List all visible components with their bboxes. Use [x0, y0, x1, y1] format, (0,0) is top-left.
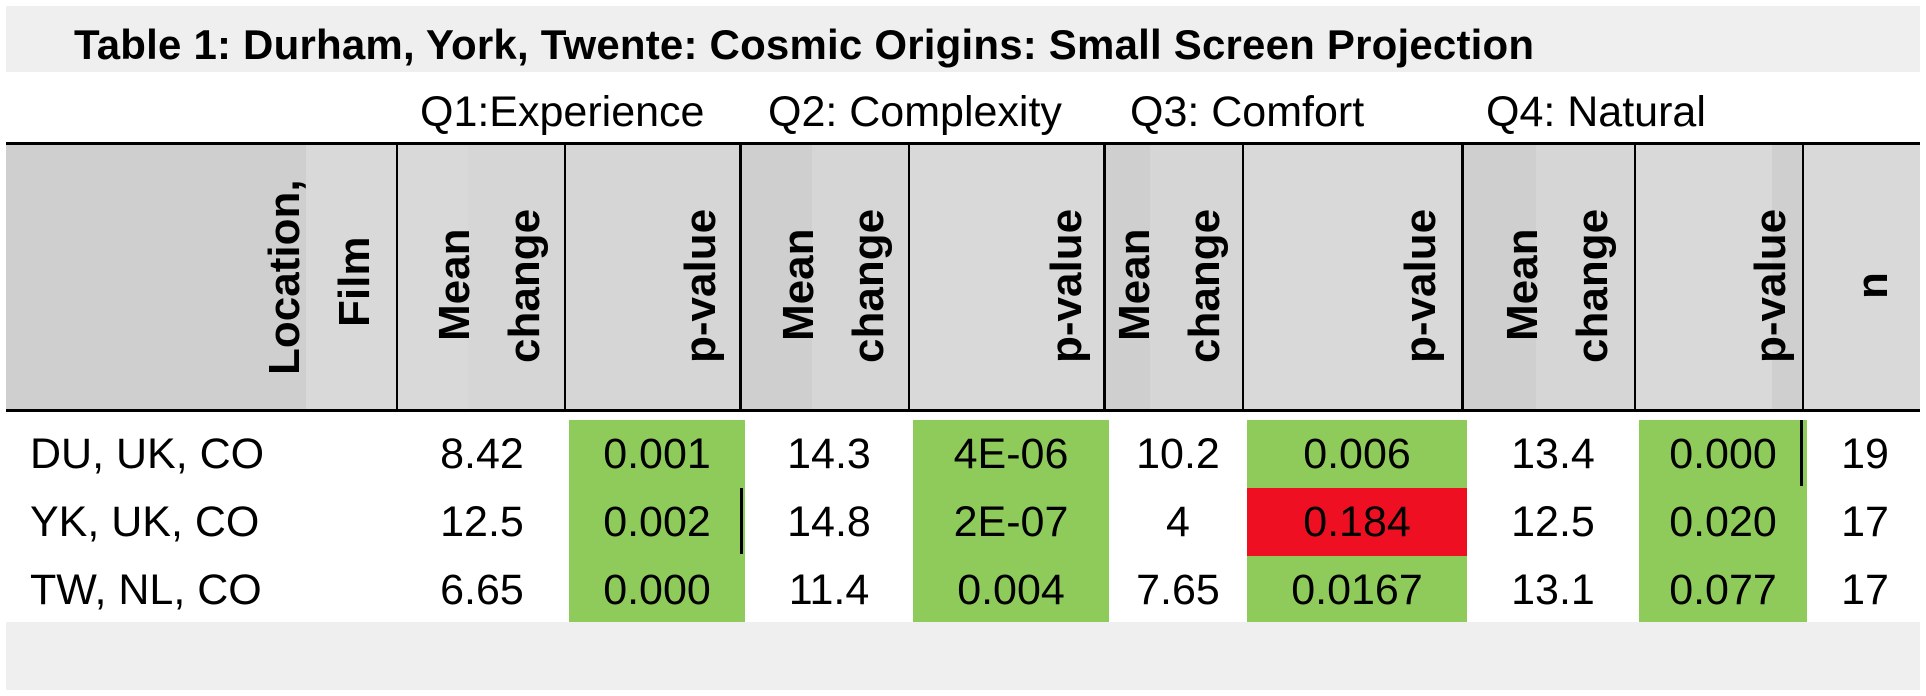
header-q2-pvalue-label: p-value: [1042, 208, 1091, 363]
header-location-line2: Film: [330, 236, 379, 327]
cell-q4-pvalue: 0.000: [1639, 420, 1807, 488]
cell-q2-mean: 14.8: [787, 498, 871, 546]
header-q4-pvalue-label: p-value: [1746, 208, 1795, 363]
header-q3-mean: Mean change: [1106, 145, 1244, 409]
header-n-label: n: [1848, 272, 1897, 299]
table-row: DU, UK, CO 8.42 0.001 14.3 4E-06 10.2 0.…: [6, 420, 1920, 488]
table-title: Table 1: Durham, York, Twente: Cosmic Or…: [74, 21, 1535, 68]
cell-q4-mean: 13.1: [1511, 566, 1595, 614]
q4-label: Q4: Natural: [1486, 88, 1706, 136]
cell-q3-mean: 10.2: [1136, 430, 1220, 478]
row-divider: [740, 488, 743, 554]
cell-n: 17: [1841, 566, 1889, 614]
header-q1-mean: Mean change: [398, 145, 566, 409]
header-q4-change-label: change: [1568, 208, 1617, 363]
header-q2-pvalue: p-value: [910, 145, 1106, 409]
cell-location: TW, NL, CO: [30, 566, 262, 614]
header-q1-pvalue-label: p-value: [676, 208, 725, 363]
q3-label: Q3: Comfort: [1130, 88, 1365, 136]
header-q3-mean-label: Mean: [1110, 228, 1159, 341]
cell-q1-mean: 6.65: [440, 566, 524, 614]
cell-q1-mean: 8.42: [440, 430, 524, 478]
q1-label: Q1:Experience: [420, 88, 705, 136]
cell-n: 17: [1841, 498, 1889, 546]
cell-q4-pvalue: 0.077: [1639, 556, 1807, 624]
cell-q2-mean: 14.3: [787, 430, 871, 478]
cell-n: 19: [1841, 430, 1889, 478]
cell-q1-pvalue: 0.002: [569, 488, 745, 556]
cell-q2-pvalue: 4E-06: [913, 420, 1109, 488]
cell-q3-pvalue: 0.184: [1247, 488, 1467, 556]
header-q1-change-label: change: [500, 208, 549, 363]
cell-q4-mean: 12.5: [1511, 498, 1595, 546]
header-n: n: [1804, 145, 1920, 409]
table-row: YK, UK, CO 12.5 0.002 14.8 2E-07 4 0.184…: [6, 488, 1920, 556]
header-q2-change-label: change: [844, 208, 893, 363]
header-q2-mean-label: Mean: [774, 228, 823, 341]
cell-q1-pvalue: 0.001: [569, 420, 745, 488]
header-q3-pvalue: p-value: [1244, 145, 1464, 409]
header-q4-mean-label: Mean: [1498, 228, 1547, 341]
cell-q3-pvalue: 0.006: [1247, 420, 1467, 488]
header-q1-mean-label: Mean: [430, 228, 479, 341]
header-location-line1: Location,: [260, 179, 309, 375]
header-location: Location, Film: [6, 145, 398, 409]
cell-q1-mean: 12.5: [440, 498, 524, 546]
cell-q2-pvalue: 0.004: [913, 556, 1109, 624]
header-q4-mean: Mean change: [1464, 145, 1636, 409]
header-q2-mean: Mean change: [742, 145, 910, 409]
cell-location: DU, UK, CO: [30, 430, 265, 478]
cell-q4-mean: 13.4: [1511, 430, 1595, 478]
table-footer: [6, 622, 1920, 690]
cell-q2-mean: 11.4: [788, 566, 870, 614]
q2-label: Q2: Complexity: [768, 88, 1062, 136]
cell-q3-mean: 7.65: [1136, 566, 1220, 614]
cell-q3-pvalue: 0.0167: [1247, 556, 1467, 624]
table-row: TW, NL, CO 6.65 0.000 11.4 0.004 7.65 0.…: [6, 556, 1920, 624]
header-q4-pvalue: p-value: [1636, 145, 1804, 409]
table-header-row: Location, Film Mean change p-value Mean …: [6, 142, 1920, 412]
header-q3-pvalue-label: p-value: [1396, 208, 1445, 363]
cell-q3-mean: 4: [1166, 498, 1190, 546]
cell-q4-pvalue: 0.020: [1639, 488, 1807, 556]
cell-q2-pvalue: 2E-07: [913, 488, 1109, 556]
row-divider: [1800, 420, 1803, 486]
cell-q1-pvalue: 0.000: [569, 556, 745, 624]
header-q1-pvalue: p-value: [566, 145, 742, 409]
header-q3-change-label: change: [1180, 208, 1229, 363]
cell-location: YK, UK, CO: [30, 498, 260, 546]
title-bar: [6, 6, 1920, 72]
